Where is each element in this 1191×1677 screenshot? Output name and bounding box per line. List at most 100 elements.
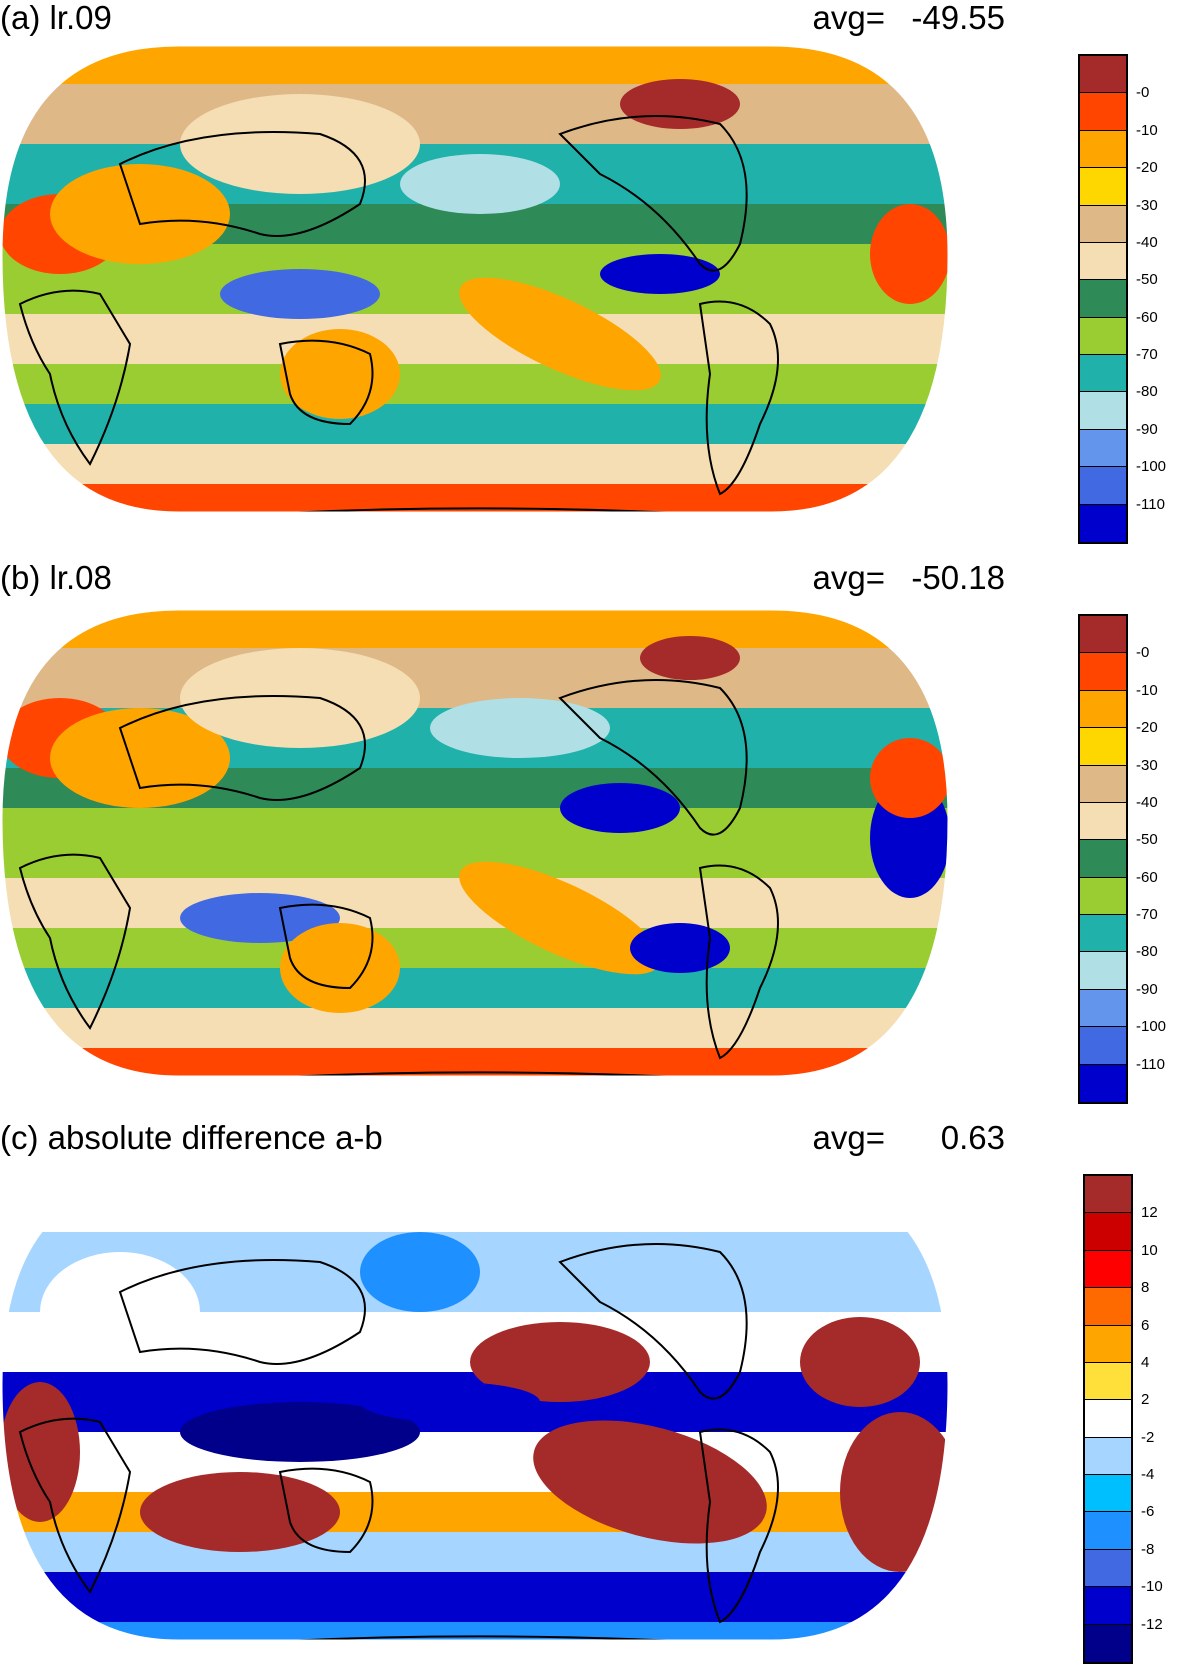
colorbar-swatch xyxy=(1085,1288,1131,1326)
field-region xyxy=(280,329,400,419)
colorbar-swatch xyxy=(1080,989,1126,1028)
colorbar-swatch xyxy=(1080,653,1126,691)
coastline xyxy=(18,853,132,1030)
coastline xyxy=(558,1243,748,1400)
coastline xyxy=(698,1428,779,1624)
latitude-band xyxy=(2,314,948,364)
colorbar-swatch xyxy=(1080,93,1126,131)
colorbar-tick-label: 6 xyxy=(1141,1316,1150,1334)
field-region xyxy=(360,1382,540,1422)
colorbar-swatch xyxy=(1085,1250,1131,1289)
field-region xyxy=(220,269,380,319)
field-region xyxy=(50,708,230,808)
coastline xyxy=(129,1635,701,1640)
colorbar-swatch xyxy=(1085,1587,1131,1625)
colorbar-tick-label: -40 xyxy=(1136,793,1158,811)
colorbar-swatch xyxy=(1080,467,1126,505)
colorbar-swatch xyxy=(1085,1549,1131,1588)
field-region xyxy=(870,738,948,818)
colorbar-tick-label: -4 xyxy=(1141,1466,1155,1484)
field-region xyxy=(180,94,420,194)
colorbar-tick-label: -12 xyxy=(1141,1615,1163,1633)
average-value: 0.63 xyxy=(940,1119,1005,1156)
colorbar-tick-label: -100 xyxy=(1136,458,1167,476)
colorbar-tick-label: 8 xyxy=(1141,1279,1150,1297)
colorbar-swatch xyxy=(1080,392,1126,430)
colorbar-tick-label: -30 xyxy=(1136,756,1158,774)
field-region xyxy=(140,1472,340,1552)
colorbar-swatch xyxy=(1080,952,1126,990)
colorbar-tick-label: -60 xyxy=(1136,868,1158,886)
colorbar-swatch xyxy=(1085,1362,1131,1401)
field-region xyxy=(360,1232,480,1312)
latitude-band xyxy=(2,444,948,484)
colorbar-tick-label: -20 xyxy=(1136,719,1158,737)
colorbar-tick-label: 4 xyxy=(1141,1353,1150,1371)
coastline xyxy=(18,1417,132,1594)
colorbar-swatch xyxy=(1080,616,1126,654)
colorbar-swatch xyxy=(1080,242,1126,281)
colorbar-tick-label: -90 xyxy=(1136,980,1158,998)
coastline xyxy=(129,507,701,512)
colorbar-swatch xyxy=(1085,1624,1131,1662)
colorbar-tick-label: 2 xyxy=(1141,1391,1150,1409)
average-value: -49.55 xyxy=(911,0,1005,36)
field-region xyxy=(430,698,610,758)
panel-title: (c) absolute difference a-b xyxy=(0,1119,383,1156)
colorbar-swatch xyxy=(1080,130,1126,169)
latitude-band xyxy=(2,1048,948,1076)
field-region xyxy=(280,923,400,1013)
coastline xyxy=(118,1259,366,1365)
colorbar-tick-label: -80 xyxy=(1136,943,1158,961)
colorbar-swatch xyxy=(1080,355,1126,393)
latitude-band xyxy=(2,610,948,648)
colorbar-tick-label: -30 xyxy=(1136,196,1158,214)
field-region xyxy=(630,923,730,973)
latitude-band xyxy=(2,1572,948,1622)
coastline xyxy=(118,131,366,237)
colorbar-swatch xyxy=(1080,690,1126,729)
colorbar-tick-label: -70 xyxy=(1136,346,1158,364)
coastline xyxy=(278,1467,374,1554)
colorbar-tick-label: -80 xyxy=(1136,383,1158,401)
colorbar-tick-label: -110 xyxy=(1136,495,1165,513)
colorbar-tick-label: -50 xyxy=(1136,831,1158,849)
field-region xyxy=(640,636,740,680)
colorbar-swatch xyxy=(1085,1400,1131,1438)
colorbar-swatch xyxy=(1080,429,1126,468)
coastline xyxy=(18,289,132,466)
latitude-band xyxy=(2,1432,948,1492)
panel-title: (b) lr.08 xyxy=(0,559,112,596)
field-region xyxy=(180,1402,420,1462)
latitude-band xyxy=(2,928,948,968)
colorbar-swatch xyxy=(1085,1176,1131,1214)
coastline xyxy=(129,1071,701,1076)
colorbar-swatch xyxy=(1080,915,1126,953)
coastline xyxy=(698,300,779,496)
field-region xyxy=(800,1317,920,1407)
coastline xyxy=(558,115,748,272)
colorbar-swatch xyxy=(1080,1064,1126,1102)
field-region xyxy=(470,1322,650,1402)
coastline xyxy=(698,864,779,1060)
colorbar-swatch xyxy=(1080,765,1126,803)
latitude-band xyxy=(2,1532,948,1572)
latitude-band xyxy=(2,968,948,1008)
world-map-field xyxy=(1,1173,949,1641)
latitude-band xyxy=(2,84,948,144)
field-region xyxy=(180,648,420,748)
average-label: avg= xyxy=(812,0,885,36)
latitude-band xyxy=(2,46,948,84)
field-region xyxy=(400,154,560,214)
panel-a: (a) lr.09 avg= -49.55 -0 -10 -20 -30 -40 -50 -… xyxy=(0,0,1191,560)
field-region xyxy=(459,277,661,391)
panel-c: (c) absolute difference a-b avg= 0.63 12… xyxy=(0,1120,1191,1677)
field-region xyxy=(2,1382,80,1522)
colorbar xyxy=(1078,614,1128,1104)
coastline xyxy=(278,903,374,990)
average-label: avg= xyxy=(812,1119,885,1156)
colorbar-swatch xyxy=(1080,840,1126,878)
latitude-band xyxy=(2,1174,948,1232)
colorbar-tick-label: -0 xyxy=(1136,84,1150,102)
field-region xyxy=(560,783,680,833)
